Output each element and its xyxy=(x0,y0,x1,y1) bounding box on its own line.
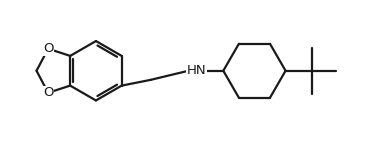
Text: HN: HN xyxy=(186,64,206,77)
Text: O: O xyxy=(43,42,53,55)
Text: O: O xyxy=(43,86,53,99)
